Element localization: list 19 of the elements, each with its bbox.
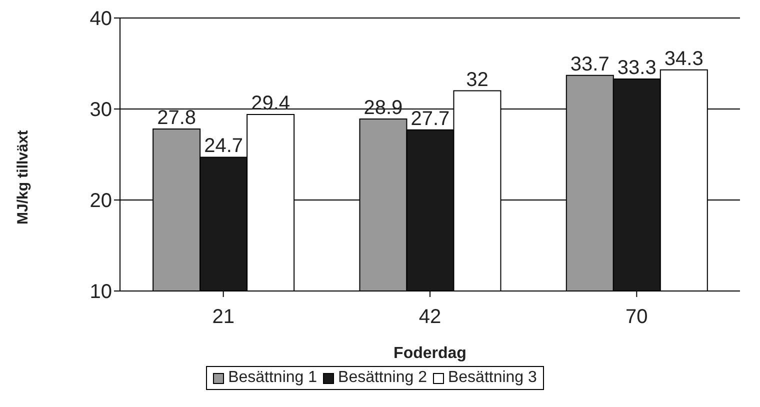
data-label: 24.7	[204, 135, 244, 158]
legend-label: Besättning 2	[338, 369, 427, 387]
x-axis-title: Foderdag	[394, 345, 466, 362]
data-label: 33.3	[617, 56, 656, 79]
x-tick-label: 42	[418, 306, 442, 328]
data-label: 27.7	[410, 108, 450, 130]
y-tick-label: 10	[90, 281, 112, 304]
data-label: 34.3	[664, 48, 704, 70]
x-tick-label: 21	[212, 306, 234, 328]
data-label: 33.7	[570, 53, 610, 76]
legend-label: Besättning 3	[448, 369, 537, 387]
data-label: 32	[466, 68, 488, 91]
legend-label: Besättning 1	[228, 369, 318, 387]
y-axis-title: MJ/kg tillväxt	[14, 130, 32, 224]
y-tick-label: 20	[90, 190, 112, 212]
x-tick-label: 70	[626, 306, 648, 328]
y-tick-label: 40	[90, 8, 112, 30]
y-tick-label: 30	[90, 99, 112, 122]
data-label: 27.8	[157, 107, 196, 130]
